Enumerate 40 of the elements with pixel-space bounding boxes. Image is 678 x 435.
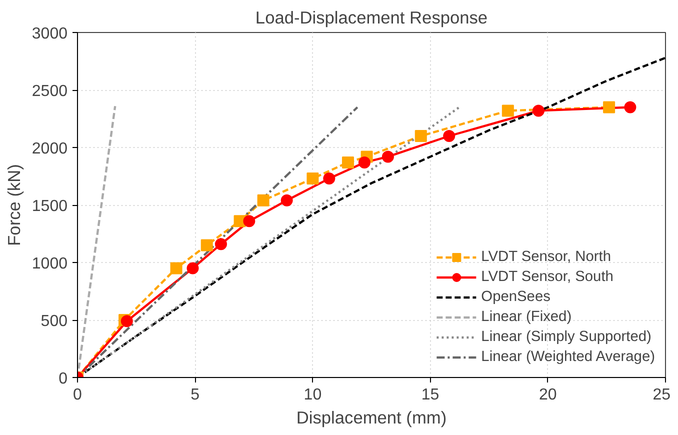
legend-label: Linear (Weighted Average) [481, 349, 655, 365]
point [603, 101, 616, 114]
point [358, 156, 370, 168]
point [170, 262, 182, 274]
y-tick-label: 3000 [32, 26, 68, 42]
x-axis-title: Displacement (mm) [296, 408, 447, 428]
point [382, 150, 394, 163]
point [624, 101, 636, 114]
point [257, 194, 270, 206]
point [323, 172, 336, 185]
legend-label: Linear (Simply Supported) [481, 329, 652, 345]
point [443, 130, 456, 142]
point [200, 239, 213, 252]
point [280, 194, 293, 206]
point [306, 172, 319, 185]
legend-label: LVDT Sensor, South [481, 269, 614, 285]
y-tick-label: 1000 [32, 256, 68, 272]
point [502, 104, 514, 117]
x-tick-label: 0 [73, 386, 82, 404]
y-tick-label: 500 [40, 313, 68, 330]
x-tick-label: 5 [190, 386, 200, 404]
point [243, 215, 256, 228]
point [414, 130, 427, 142]
point [342, 156, 354, 168]
point [186, 262, 199, 274]
x-tick-label: 20 [539, 386, 557, 404]
point [532, 104, 544, 117]
y-tick-label: 2000 [32, 140, 68, 158]
y-axis-title: Force (kN) [4, 164, 24, 246]
y-tick-label: 2500 [32, 83, 68, 100]
chart-title: Load-Displacement Response [255, 8, 488, 28]
legend-label: LVDT Sensor, North [481, 249, 611, 265]
point [214, 238, 227, 250]
y-tick-label: 0 [58, 370, 68, 388]
legend-label: OpenSees [481, 289, 550, 305]
x-tick-label: 25 [652, 386, 671, 404]
x-tick-label: 10 [304, 386, 322, 404]
legend-label: Linear (Fixed) [481, 309, 572, 325]
y-tick-label: 1500 [32, 198, 68, 215]
x-tick-label: 15 [421, 386, 440, 404]
